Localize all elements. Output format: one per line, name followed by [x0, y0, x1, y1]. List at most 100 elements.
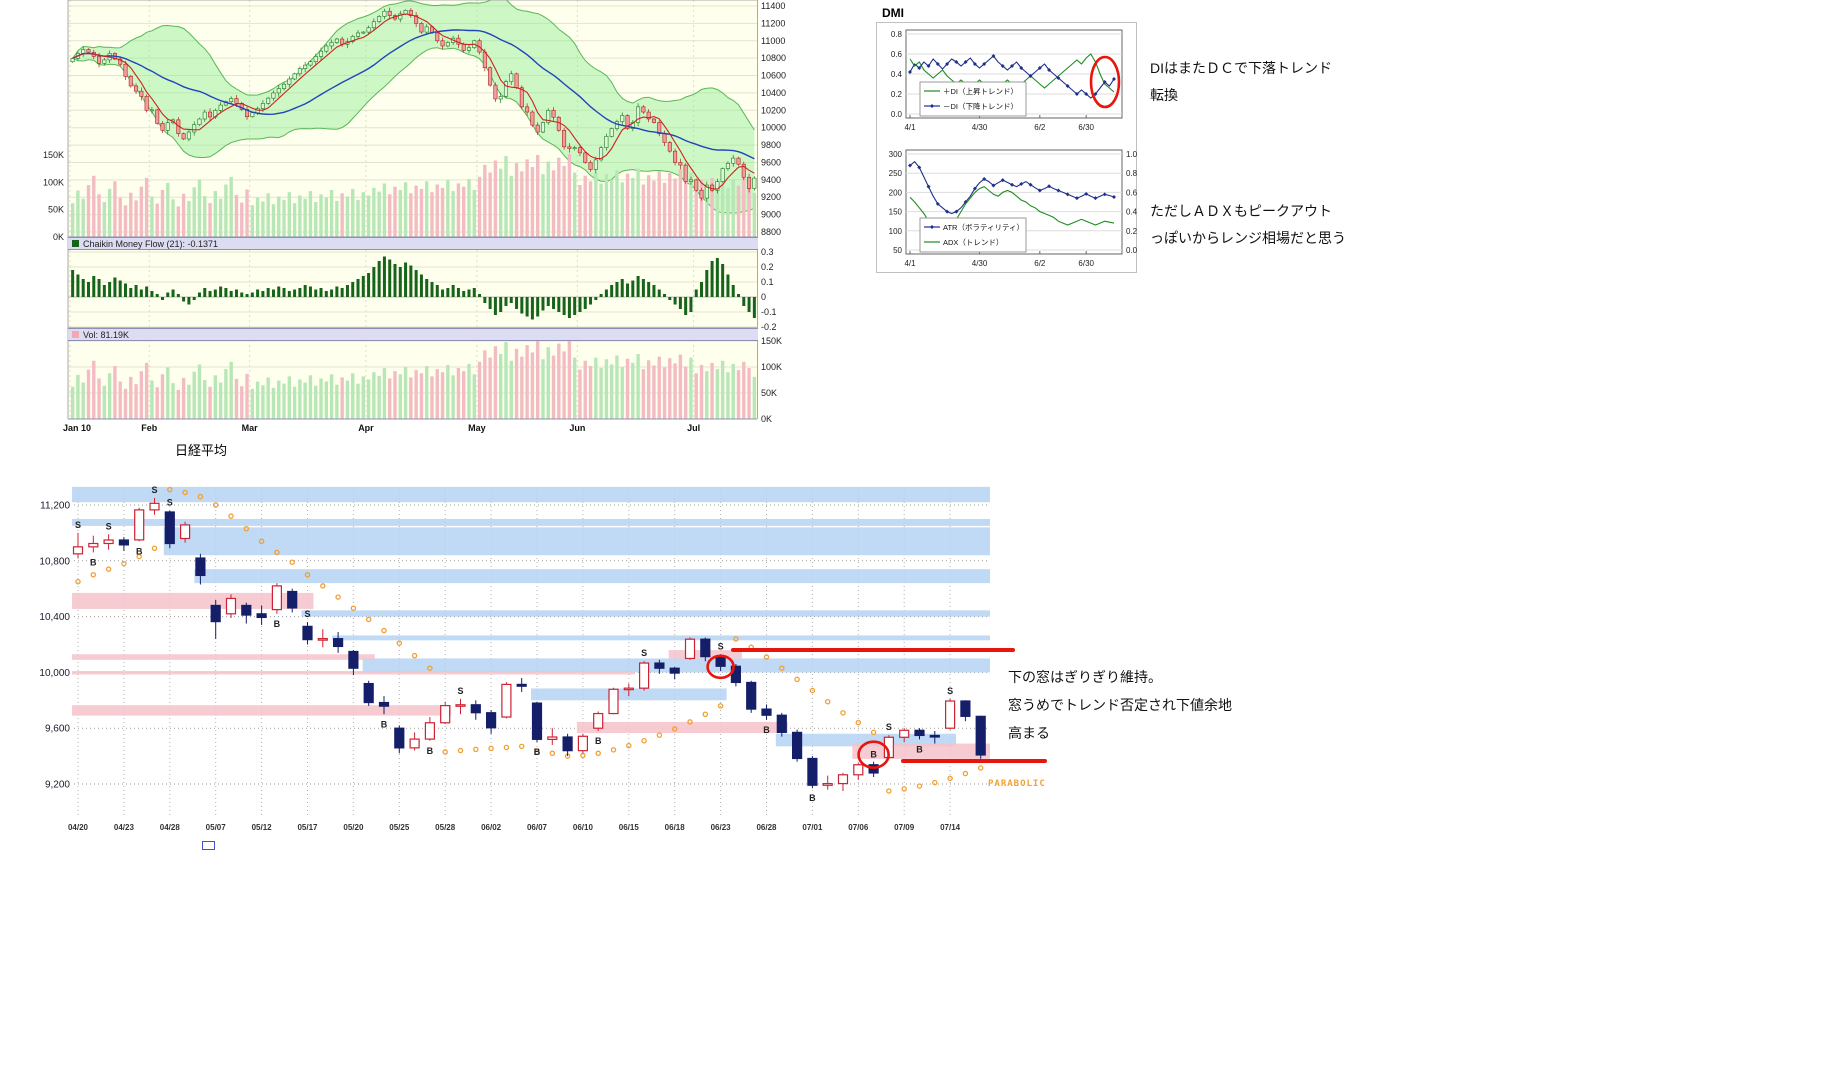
svg-text:05/12: 05/12 — [252, 823, 273, 832]
svg-text:B: B — [763, 725, 770, 735]
svg-text:06/15: 06/15 — [619, 823, 640, 832]
svg-text:10,400: 10,400 — [39, 612, 70, 623]
svg-text:10400: 10400 — [761, 88, 786, 98]
svg-text:Jul: Jul — [687, 423, 700, 433]
svg-text:0.0: 0.0 — [1126, 246, 1138, 255]
svg-text:Feb: Feb — [141, 423, 158, 433]
svg-text:100K: 100K — [761, 362, 782, 372]
svg-text:0.4: 0.4 — [891, 70, 903, 79]
window-annotation: 下の窓はぎりぎり維持。 窓うめでトレンド否定され下値余地 高まる — [1008, 663, 1232, 747]
dmi-annotation-1: DIはまたＤＣで下落トレンド 転換 — [1150, 55, 1332, 109]
svg-text:B: B — [595, 736, 602, 746]
svg-text:06/23: 06/23 — [711, 823, 732, 832]
svg-text:9400: 9400 — [761, 175, 781, 185]
svg-text:ADX（トレンド）: ADX（トレンド） — [943, 238, 1003, 247]
svg-text:4/1: 4/1 — [904, 259, 916, 268]
svg-text:1.0: 1.0 — [1126, 150, 1138, 159]
nikkei-daily-chart: 11400 11200 11000 10800 10600 10400 10200 10000… — [0, 0, 790, 436]
svg-text:6/2: 6/2 — [1034, 123, 1046, 132]
nikkei-windows-chart-svg: 11,200 10,800 10,400 10,000 9,600 9,200 04/20 0… — [39, 485, 1047, 832]
dmi-annotation-1-line-2: 転換 — [1150, 87, 1178, 103]
svg-text:S: S — [641, 648, 647, 658]
nikkei-daily-chart-svg: 11400 11200 11000 10800 10600 10400 10200 10000… — [43, 0, 786, 433]
svg-text:100K: 100K — [43, 177, 64, 187]
svg-text:Jun: Jun — [569, 423, 585, 433]
svg-text:Mar: Mar — [242, 423, 259, 433]
svg-text:-0.1: -0.1 — [761, 307, 777, 317]
svg-text:0.2: 0.2 — [891, 90, 903, 99]
svg-text:0.2: 0.2 — [761, 262, 774, 272]
svg-text:0.1: 0.1 — [761, 277, 774, 287]
svg-text:0: 0 — [761, 292, 766, 302]
svg-text:Apr: Apr — [358, 423, 374, 433]
svg-text:9,200: 9,200 — [45, 780, 70, 791]
svg-text:150: 150 — [889, 208, 903, 217]
volume-legend-swatch-icon — [72, 331, 79, 338]
svg-text:6/30: 6/30 — [1078, 123, 1094, 132]
svg-text:S: S — [167, 498, 173, 508]
svg-text:10000: 10000 — [761, 123, 786, 133]
svg-text:6/30: 6/30 — [1078, 259, 1094, 268]
svg-text:0.3: 0.3 — [761, 247, 774, 257]
svg-text:07/14: 07/14 — [940, 823, 961, 832]
nikkei-windows-chart: 11,200 10,800 10,400 10,000 9,600 9,200 04/20 0… — [0, 470, 1100, 874]
svg-text:May: May — [468, 423, 486, 433]
svg-text:S: S — [947, 686, 953, 696]
svg-text:Jan 10: Jan 10 — [63, 423, 91, 433]
svg-text:100: 100 — [889, 227, 903, 236]
dmi-charts: 0.8 0.6 0.4 0.2 0.0 4/1 4/30 6/2 6/30 ＋DI（上昇トレンド）… — [876, 22, 1138, 274]
svg-text:S: S — [457, 686, 463, 696]
dmi-annotation-2: ただしＡＤＸもピークアウト っぽいからレンジ相場だと思う — [1150, 198, 1346, 252]
dmi-charts-svg: 0.80.60.40.20.04/1 4/30 6/2 6/30＋DI（上昇トレンド）… — [876, 22, 1138, 273]
svg-text:0.8: 0.8 — [1126, 169, 1138, 178]
svg-text:150K: 150K — [43, 150, 64, 160]
svg-text:ATR（ボラティリティ）: ATR（ボラティリティ） — [943, 223, 1024, 232]
svg-text:07/09: 07/09 — [894, 823, 915, 832]
svg-text:50K: 50K — [48, 205, 64, 215]
svg-text:06/10: 06/10 — [573, 823, 594, 832]
top-chart-title: 日経平均 — [175, 443, 228, 458]
svg-text:B: B — [136, 546, 143, 556]
volume-panel-header: Vol: 81.19K — [68, 328, 758, 341]
svg-text:11200: 11200 — [761, 18, 785, 28]
svg-text:B: B — [381, 719, 388, 729]
svg-text:9000: 9000 — [761, 210, 781, 220]
svg-text:S: S — [75, 520, 81, 530]
svg-text:B: B — [916, 744, 923, 754]
svg-text:05/17: 05/17 — [297, 823, 318, 832]
svg-text:9800: 9800 — [761, 140, 781, 150]
svg-text:06/02: 06/02 — [481, 823, 502, 832]
svg-text:10,000: 10,000 — [39, 668, 70, 679]
svg-text:0.0: 0.0 — [891, 110, 903, 119]
svg-text:05/07: 05/07 — [206, 823, 227, 832]
window-annotation-line-3: 高まる — [1008, 725, 1050, 741]
svg-text:B: B — [274, 619, 281, 629]
svg-text:S: S — [886, 722, 892, 732]
svg-text:10600: 10600 — [761, 71, 786, 81]
svg-text:－DI（下降トレンド）: －DI（下降トレンド） — [943, 101, 1018, 111]
svg-text:11,200: 11,200 — [40, 501, 70, 512]
svg-text:50: 50 — [893, 246, 902, 255]
svg-text:06/28: 06/28 — [756, 823, 777, 832]
svg-text:05/20: 05/20 — [343, 823, 364, 832]
svg-text:S: S — [304, 609, 310, 619]
svg-text:10800: 10800 — [761, 53, 786, 63]
svg-text:10,800: 10,800 — [39, 556, 70, 567]
svg-text:0.6: 0.6 — [891, 50, 903, 59]
dmi-annotation-1-line-1: DIはまたＤＣで下落トレンド — [1150, 60, 1332, 76]
svg-text:250: 250 — [889, 169, 903, 178]
svg-text:04/23: 04/23 — [114, 823, 135, 832]
svg-text:0.6: 0.6 — [1126, 188, 1138, 197]
window-annotation-line-1: 下の窓はぎりぎり維持。 — [1008, 669, 1162, 685]
svg-text:S: S — [151, 485, 157, 495]
svg-text:0K: 0K — [761, 414, 772, 424]
svg-text:11000: 11000 — [761, 36, 785, 46]
svg-text:0K: 0K — [53, 232, 64, 242]
svg-text:B: B — [534, 747, 541, 757]
svg-text:300: 300 — [889, 150, 903, 159]
svg-text:0.2: 0.2 — [1126, 227, 1138, 236]
svg-text:11400: 11400 — [761, 1, 785, 11]
svg-text:4/30: 4/30 — [972, 123, 988, 132]
svg-text:9,600: 9,600 — [45, 724, 70, 735]
svg-text:-0.2: -0.2 — [761, 322, 777, 332]
